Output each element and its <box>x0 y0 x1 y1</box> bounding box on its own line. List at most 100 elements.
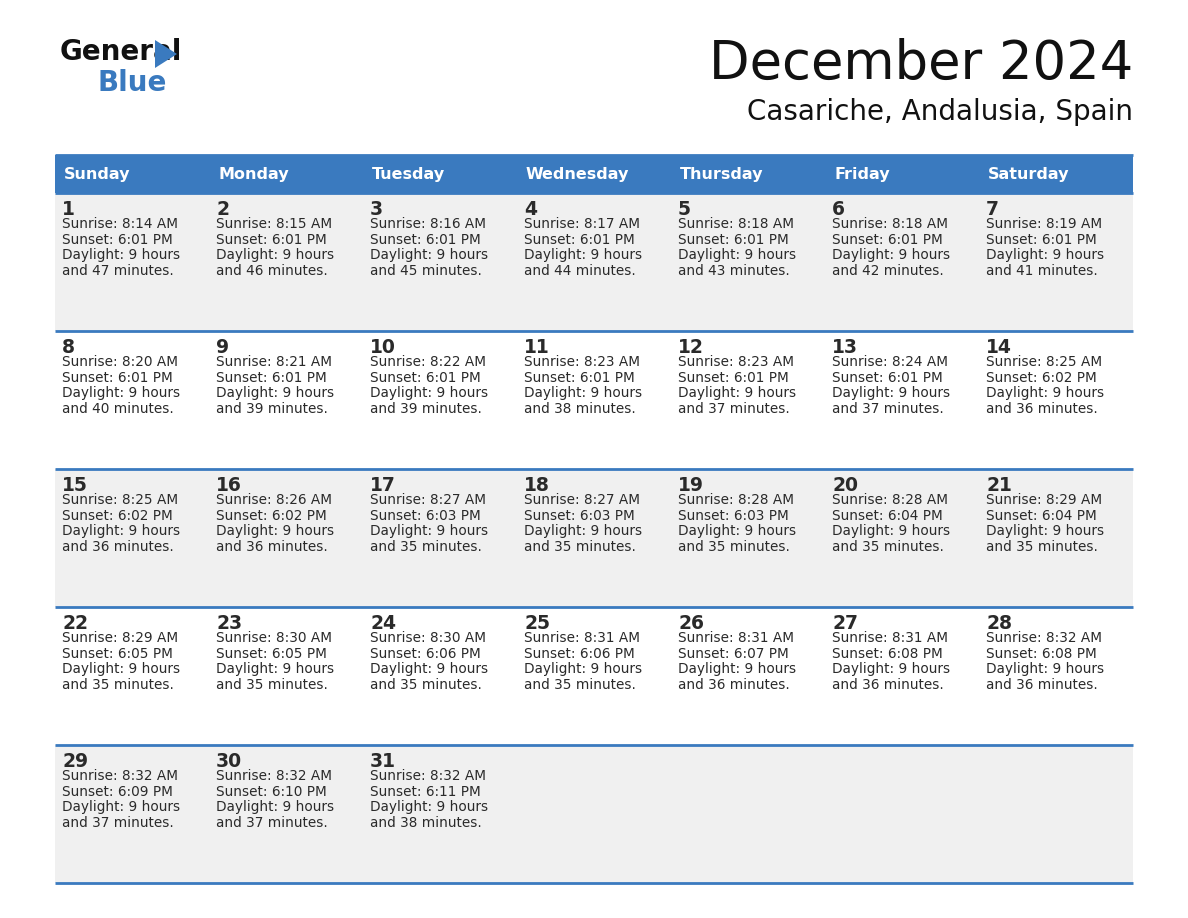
Text: Sunrise: 8:28 AM: Sunrise: 8:28 AM <box>832 494 948 508</box>
Text: and 43 minutes.: and 43 minutes. <box>678 264 790 278</box>
Text: Daylight: 9 hours: Daylight: 9 hours <box>986 249 1104 263</box>
Text: and 39 minutes.: and 39 minutes. <box>369 402 482 416</box>
Text: 14: 14 <box>986 338 1012 357</box>
Text: 24: 24 <box>369 614 396 633</box>
Text: Sunrise: 8:30 AM: Sunrise: 8:30 AM <box>369 632 486 645</box>
Text: Daylight: 9 hours: Daylight: 9 hours <box>216 249 334 263</box>
Text: December 2024: December 2024 <box>709 38 1133 90</box>
Bar <box>55 155 209 193</box>
Text: 1: 1 <box>62 200 75 219</box>
Text: and 37 minutes.: and 37 minutes. <box>216 816 328 830</box>
Text: Sunrise: 8:31 AM: Sunrise: 8:31 AM <box>678 632 794 645</box>
Text: and 42 minutes.: and 42 minutes. <box>832 264 943 278</box>
Text: 3: 3 <box>369 200 383 219</box>
Text: Sunset: 6:06 PM: Sunset: 6:06 PM <box>524 647 634 661</box>
Text: and 35 minutes.: and 35 minutes. <box>62 678 173 692</box>
Bar <box>55 745 1133 883</box>
Text: and 36 minutes.: and 36 minutes. <box>986 402 1098 416</box>
Text: Daylight: 9 hours: Daylight: 9 hours <box>678 386 796 400</box>
Text: Daylight: 9 hours: Daylight: 9 hours <box>369 800 488 814</box>
Text: Sunset: 6:09 PM: Sunset: 6:09 PM <box>62 785 173 799</box>
Text: Sunrise: 8:25 AM: Sunrise: 8:25 AM <box>986 355 1102 370</box>
Text: Daylight: 9 hours: Daylight: 9 hours <box>369 524 488 539</box>
Text: Daylight: 9 hours: Daylight: 9 hours <box>832 524 950 539</box>
Text: Sunset: 6:02 PM: Sunset: 6:02 PM <box>62 509 172 523</box>
Text: Sunrise: 8:23 AM: Sunrise: 8:23 AM <box>678 355 794 370</box>
Text: 30: 30 <box>216 752 242 771</box>
Text: Daylight: 9 hours: Daylight: 9 hours <box>524 663 643 677</box>
Text: Daylight: 9 hours: Daylight: 9 hours <box>216 663 334 677</box>
Text: Sunset: 6:01 PM: Sunset: 6:01 PM <box>832 233 943 247</box>
Text: Sunrise: 8:30 AM: Sunrise: 8:30 AM <box>216 632 331 645</box>
Text: Sunrise: 8:19 AM: Sunrise: 8:19 AM <box>986 218 1102 231</box>
Text: Daylight: 9 hours: Daylight: 9 hours <box>62 663 181 677</box>
Text: Sunrise: 8:21 AM: Sunrise: 8:21 AM <box>216 355 331 370</box>
Text: Blue: Blue <box>97 69 168 97</box>
Text: Monday: Monday <box>219 166 289 182</box>
Text: 17: 17 <box>369 476 396 495</box>
Text: Sunset: 6:01 PM: Sunset: 6:01 PM <box>524 233 634 247</box>
Text: 27: 27 <box>832 614 858 633</box>
Text: Sunset: 6:07 PM: Sunset: 6:07 PM <box>678 647 789 661</box>
Text: Sunrise: 8:31 AM: Sunrise: 8:31 AM <box>832 632 948 645</box>
Bar <box>824 155 979 193</box>
Text: and 35 minutes.: and 35 minutes. <box>986 540 1098 554</box>
Text: 20: 20 <box>832 476 858 495</box>
Text: 8: 8 <box>62 338 75 357</box>
Text: and 36 minutes.: and 36 minutes. <box>986 678 1098 692</box>
Text: Daylight: 9 hours: Daylight: 9 hours <box>369 663 488 677</box>
Text: Sunrise: 8:18 AM: Sunrise: 8:18 AM <box>678 218 794 231</box>
Text: Sunset: 6:01 PM: Sunset: 6:01 PM <box>832 371 943 385</box>
Bar <box>364 155 517 193</box>
Text: and 35 minutes.: and 35 minutes. <box>369 540 482 554</box>
Bar <box>55 469 1133 607</box>
Text: Sunset: 6:10 PM: Sunset: 6:10 PM <box>216 785 327 799</box>
Text: Sunrise: 8:27 AM: Sunrise: 8:27 AM <box>524 494 640 508</box>
Text: Daylight: 9 hours: Daylight: 9 hours <box>832 386 950 400</box>
Text: and 36 minutes.: and 36 minutes. <box>678 678 790 692</box>
Text: Sunset: 6:01 PM: Sunset: 6:01 PM <box>216 371 327 385</box>
Text: Sunrise: 8:32 AM: Sunrise: 8:32 AM <box>216 769 331 783</box>
Text: Daylight: 9 hours: Daylight: 9 hours <box>216 386 334 400</box>
Text: and 46 minutes.: and 46 minutes. <box>216 264 328 278</box>
Bar <box>55 607 1133 745</box>
Text: Sunset: 6:01 PM: Sunset: 6:01 PM <box>524 371 634 385</box>
Text: Sunrise: 8:16 AM: Sunrise: 8:16 AM <box>369 218 486 231</box>
Bar <box>55 331 1133 469</box>
Text: Sunset: 6:03 PM: Sunset: 6:03 PM <box>524 509 634 523</box>
Text: and 35 minutes.: and 35 minutes. <box>216 678 328 692</box>
Text: and 35 minutes.: and 35 minutes. <box>524 540 636 554</box>
Text: and 45 minutes.: and 45 minutes. <box>369 264 482 278</box>
Text: 12: 12 <box>678 338 703 357</box>
Text: and 35 minutes.: and 35 minutes. <box>678 540 790 554</box>
Text: Daylight: 9 hours: Daylight: 9 hours <box>832 663 950 677</box>
Text: 31: 31 <box>369 752 396 771</box>
Text: and 39 minutes.: and 39 minutes. <box>216 402 328 416</box>
Text: Daylight: 9 hours: Daylight: 9 hours <box>986 524 1104 539</box>
Text: Sunrise: 8:29 AM: Sunrise: 8:29 AM <box>986 494 1102 508</box>
Text: Sunrise: 8:26 AM: Sunrise: 8:26 AM <box>216 494 331 508</box>
Text: 23: 23 <box>216 614 242 633</box>
Text: and 38 minutes.: and 38 minutes. <box>369 816 482 830</box>
Text: Sunset: 6:02 PM: Sunset: 6:02 PM <box>986 371 1097 385</box>
Text: and 47 minutes.: and 47 minutes. <box>62 264 173 278</box>
Text: and 41 minutes.: and 41 minutes. <box>986 264 1098 278</box>
Text: and 44 minutes.: and 44 minutes. <box>524 264 636 278</box>
Text: 19: 19 <box>678 476 704 495</box>
Text: Sunset: 6:04 PM: Sunset: 6:04 PM <box>986 509 1097 523</box>
Text: 5: 5 <box>678 200 691 219</box>
Text: 25: 25 <box>524 614 550 633</box>
Text: Sunset: 6:03 PM: Sunset: 6:03 PM <box>678 509 789 523</box>
Text: Sunset: 6:01 PM: Sunset: 6:01 PM <box>216 233 327 247</box>
Text: 16: 16 <box>216 476 242 495</box>
Text: Casariche, Andalusia, Spain: Casariche, Andalusia, Spain <box>747 98 1133 126</box>
Text: Sunrise: 8:32 AM: Sunrise: 8:32 AM <box>986 632 1102 645</box>
Text: Sunset: 6:02 PM: Sunset: 6:02 PM <box>216 509 327 523</box>
Text: 21: 21 <box>986 476 1012 495</box>
Text: Sunset: 6:05 PM: Sunset: 6:05 PM <box>62 647 173 661</box>
Text: Sunset: 6:03 PM: Sunset: 6:03 PM <box>369 509 481 523</box>
Text: Daylight: 9 hours: Daylight: 9 hours <box>524 524 643 539</box>
Text: 6: 6 <box>832 200 845 219</box>
Polygon shape <box>154 40 177 68</box>
Text: Sunset: 6:05 PM: Sunset: 6:05 PM <box>216 647 327 661</box>
